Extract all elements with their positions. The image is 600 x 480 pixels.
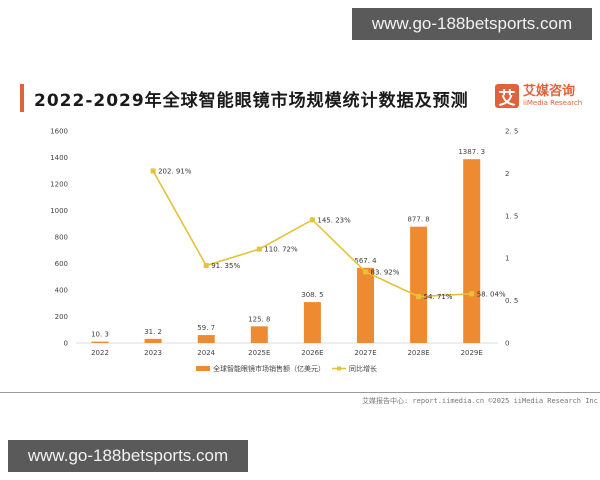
legend-line-marker bbox=[337, 366, 341, 371]
bar-2029E bbox=[463, 159, 481, 343]
x-axis-label: 2026E bbox=[301, 349, 323, 357]
left-axis-tick: 0 bbox=[64, 340, 68, 348]
right-axis-tick: 2. 5 bbox=[505, 128, 518, 136]
growth-value-label: 83. 92% bbox=[371, 268, 400, 276]
left-axis-tick: 600 bbox=[55, 260, 68, 268]
growth-value-label: 58. 04% bbox=[477, 290, 506, 298]
left-axis-tick: 1000 bbox=[50, 207, 68, 215]
x-axis-label: 2025E bbox=[248, 349, 270, 357]
left-axis-tick: 200 bbox=[55, 313, 68, 321]
legend-line-label: 同比增长 bbox=[349, 364, 377, 373]
logo-en-text: iiMedia Research bbox=[523, 98, 583, 107]
footer-divider bbox=[0, 392, 600, 393]
bar-value-label: 308. 5 bbox=[301, 291, 323, 299]
growth-marker bbox=[203, 263, 209, 269]
x-axis-label: 2029E bbox=[461, 349, 483, 357]
bar-2025E bbox=[250, 326, 268, 343]
growth-value-label: 110. 72% bbox=[264, 246, 298, 254]
bar-value-label: 567. 4 bbox=[354, 257, 377, 265]
watermark-top: www.go-188betsports.com bbox=[352, 8, 592, 40]
left-axis-tick: 400 bbox=[55, 287, 68, 295]
bar-2027E bbox=[357, 267, 374, 343]
footer-source: 艾媒报告中心: report.iimedia.cn ©2025 iiMedia … bbox=[362, 397, 598, 405]
growth-marker bbox=[309, 217, 315, 223]
logo-icon: 艾 bbox=[495, 84, 519, 109]
bar-2024 bbox=[197, 335, 215, 343]
growth-value-label: 54. 71% bbox=[424, 293, 453, 301]
right-axis-tick: 1 bbox=[505, 255, 509, 263]
bar-value-label: 31. 2 bbox=[144, 328, 162, 336]
bar-value-label: 877. 8 bbox=[407, 216, 429, 224]
growth-marker bbox=[363, 269, 368, 275]
left-axis-tick: 800 bbox=[55, 234, 68, 242]
right-axis-tick: 1. 5 bbox=[505, 212, 518, 220]
x-axis-label: 2022 bbox=[91, 349, 109, 357]
left-axis-tick: 1600 bbox=[50, 128, 68, 136]
watermark-bottom: www.go-188betsports.com bbox=[8, 440, 248, 472]
left-axis-tick: 1200 bbox=[50, 181, 68, 189]
x-axis-label: 2023 bbox=[144, 349, 162, 357]
growth-value-label: 202. 91% bbox=[158, 167, 192, 175]
x-axis-label: 2028E bbox=[407, 349, 429, 357]
growth-marker bbox=[256, 246, 262, 252]
bar-2023 bbox=[144, 338, 162, 343]
bar-2022 bbox=[91, 341, 109, 343]
title-accent-bar bbox=[20, 84, 24, 112]
bar-2026E bbox=[303, 302, 321, 343]
growth-marker bbox=[416, 294, 422, 300]
right-axis-tick: 0. 5 bbox=[505, 297, 518, 305]
growth-value-label: 145. 23% bbox=[317, 216, 351, 224]
bar-value-label: 125. 8 bbox=[248, 315, 270, 323]
left-axis-tick: 1400 bbox=[50, 154, 68, 162]
legend-bar-label: 全球智能眼镜市场销售额（亿美元） bbox=[213, 364, 325, 373]
bar-2028E bbox=[410, 226, 428, 343]
growth-marker bbox=[469, 291, 475, 297]
x-axis-label: 2027E bbox=[354, 349, 376, 357]
bar-value-label: 10. 3 bbox=[91, 331, 109, 339]
x-axis-label: 2024 bbox=[197, 349, 215, 357]
logo-cn-text: 艾媒咨询 bbox=[523, 83, 576, 99]
right-axis-tick: 2 bbox=[505, 170, 509, 178]
legend-bar-swatch bbox=[196, 366, 210, 371]
growth-marker bbox=[150, 168, 156, 174]
growth-value-label: 91. 35% bbox=[211, 262, 240, 270]
iimedia-logo: 艾 艾媒咨询 iiMedia Research bbox=[495, 83, 583, 109]
bar-value-label: 59. 7 bbox=[197, 324, 215, 332]
chart-title: 2022-2029年全球智能眼镜市场规模统计数据及预测 bbox=[34, 91, 469, 111]
bar-value-label: 1387. 3 bbox=[458, 148, 485, 156]
chart-canvas: 0 200 400 600 800 1000 1200 1400 1600 0 0. 5 1 1. 5 2… bbox=[50, 128, 518, 374]
right-axis-tick: 0 bbox=[505, 340, 509, 348]
